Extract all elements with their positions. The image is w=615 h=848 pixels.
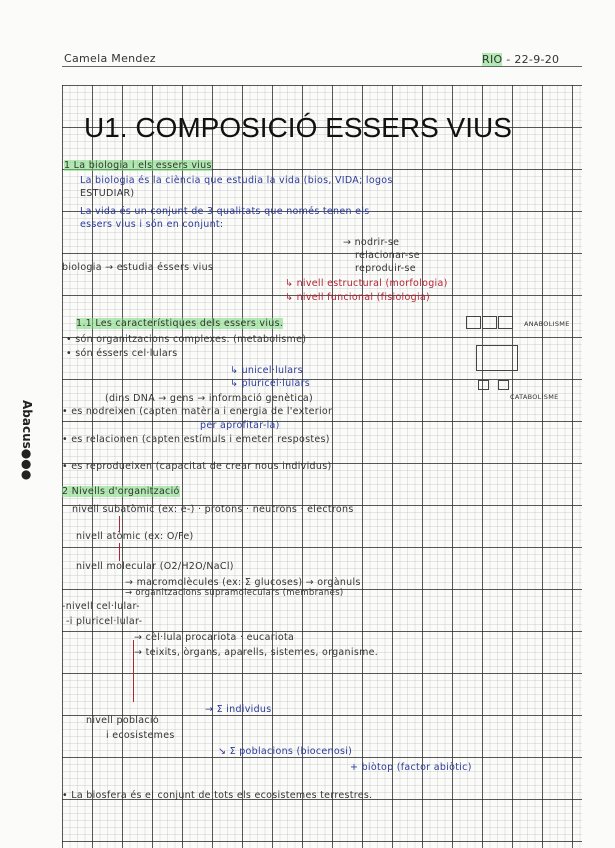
quality: → nodrir-se [343, 237, 400, 248]
diagram-box [466, 316, 481, 329]
quality: reproduir-se [355, 263, 416, 274]
list-item: • es relacionen (capten estímuls i emete… [62, 434, 330, 445]
subject-label: RIO - 22-9-20 [482, 53, 560, 66]
level-line: • La biosfera és el conjunt de tots els … [62, 790, 373, 801]
level-line: → teixits, òrgans, aparells, sistemes, o… [134, 647, 379, 658]
list-item: per aprofitar-la) [200, 420, 280, 431]
list-item: (dins DNA → gens → informació genètica) [105, 393, 314, 404]
list-item: • es reprodueixen (capacitat de crear no… [62, 461, 332, 472]
arrow-down [133, 640, 134, 702]
text-line: La vida és un conjunt de 3 qualitats que… [80, 206, 370, 217]
section2-heading: 2 Nivells d'organització [62, 486, 180, 497]
date: 22-9-20 [514, 53, 560, 66]
level-line: nivell atòmic (ex: O/Fe) [76, 531, 194, 542]
diagram-box [476, 345, 518, 371]
subject: RIO [482, 53, 503, 66]
diagram-box [498, 380, 509, 390]
text-line: ESTUDIAR) [80, 188, 135, 199]
list-item: • són éssers cel·lulars [66, 348, 178, 359]
brand-logo: Abacus●●● [20, 400, 34, 481]
level-line: → cèl·lula procariota · eucariota [134, 632, 295, 643]
list-item: • són organitzacions complexes. (metabol… [66, 334, 307, 345]
quality: relacionar-se [355, 250, 420, 261]
level-line: i ecosistemes [106, 730, 175, 741]
level-line: ↳ nivell estructural (morfologia) [285, 278, 448, 289]
section1-heading: 1 La biologia i els essers vius [64, 160, 212, 171]
list-item: ↳ pluricel·lulars [230, 378, 311, 389]
arrow-down [119, 516, 120, 532]
header-rule [62, 66, 582, 67]
page-title: U1. COMPOSICIÓ ESSERS VIUS [84, 112, 512, 143]
level-line: -i pluricel·lular- [66, 616, 143, 627]
section11-heading: 1.1 Les característiques dels essers viu… [76, 318, 284, 329]
list-item: • es nodreixen (capten matèria i energia… [62, 406, 333, 417]
level-line: -nivell cel·lular- [62, 601, 140, 612]
text-line: La biologia és la ciència que estudia la… [80, 175, 393, 186]
level-line: ↳ nivell funcional (fisiologia) [285, 292, 431, 303]
arrow-down [119, 543, 120, 561]
level-line: nivell població [86, 715, 159, 726]
biologia-line: biologia → estudia éssers vius [62, 262, 214, 273]
diagram-box [498, 316, 513, 329]
level-line: + biòtop (factor abiòtic) [350, 762, 472, 773]
diagram-box [482, 316, 497, 329]
diagram-box [478, 380, 489, 390]
level-line: nivell molecular (O2/H2O/NaCl) [76, 561, 234, 572]
level-line: ↘ Σ poblacions (biocenosi) [218, 746, 353, 757]
catabolisme-label: CATABOLISME [510, 393, 559, 401]
level-line: → Σ individus [205, 704, 272, 715]
level-line: nivell subatòmic (ex: e-) · protons · ne… [72, 504, 354, 515]
text-line: essers vius i són en conjunt: [80, 219, 224, 230]
anabolisme-label: ANABOLISME [524, 320, 570, 328]
list-item: ↳ unicel·lulars [230, 365, 303, 376]
level-line: → macromolècules (ex: Σ glucoses) → orgà… [125, 577, 361, 588]
student-name: Camela Mendez [64, 52, 156, 65]
grid-paper [62, 85, 582, 848]
level-line: → organitzacions supramoleculars (membra… [125, 588, 344, 598]
